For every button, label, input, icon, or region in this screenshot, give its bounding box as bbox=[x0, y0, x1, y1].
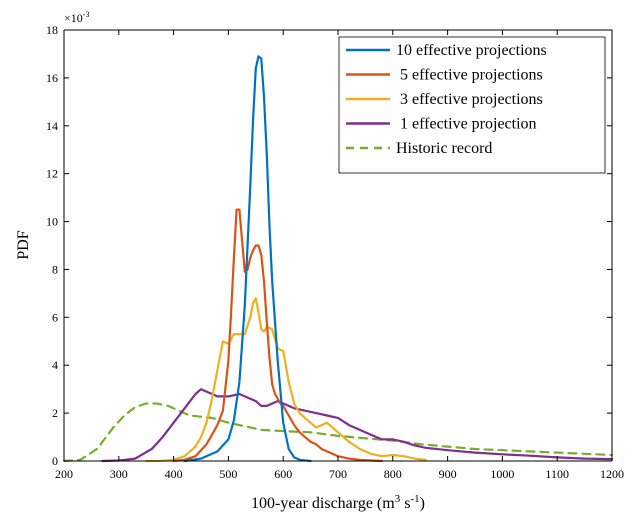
y-tick-label: 8 bbox=[52, 262, 58, 276]
legend-box bbox=[338, 36, 606, 174]
series-layer bbox=[62, 55, 614, 463]
x-tick-label: 1200 bbox=[600, 467, 624, 481]
y-tick-label: 18 bbox=[46, 23, 58, 37]
legend-label-1: 10 effective projections bbox=[396, 42, 547, 59]
x-axis-label-sup2: -1 bbox=[410, 493, 419, 505]
x-axis-label-end: ) bbox=[420, 495, 425, 512]
x-axis-label: 100-year discharge (m3 s-1) bbox=[251, 493, 425, 512]
x-axis-label-sup1: 3 bbox=[395, 493, 401, 505]
x-axis-label-main: 100-year discharge (m bbox=[251, 495, 395, 512]
series-line-2 bbox=[172, 208, 383, 463]
x-tick-label: 800 bbox=[384, 467, 402, 481]
y-tick-label: 4 bbox=[52, 358, 58, 372]
legend: 10 effective projections 5 effective pro… bbox=[338, 36, 606, 174]
x-tick-label: 900 bbox=[439, 467, 457, 481]
ticks-layer: 200 300 400 500 600 700 800 900 1000 1100 1200 0 2 4 6… bbox=[46, 23, 624, 481]
x-tick-label: 200 bbox=[55, 467, 73, 481]
x-tick-label: 300 bbox=[110, 467, 128, 481]
y-tick-label: 6 bbox=[52, 310, 58, 324]
x-tick-label: 1000 bbox=[490, 467, 514, 481]
legend-label-5: Historic record bbox=[396, 140, 492, 157]
y-multiplier: ×10-3 bbox=[64, 10, 89, 25]
legend-label-2: 5 effective projections bbox=[396, 67, 543, 84]
x-tick-label: 400 bbox=[165, 467, 183, 481]
y-tick-label: 10 bbox=[46, 215, 58, 229]
y-tick-label: 12 bbox=[46, 167, 58, 181]
legend-label-3: 3 effective projections bbox=[396, 91, 543, 108]
series-line-4 bbox=[101, 388, 614, 463]
series-line-3 bbox=[145, 297, 427, 463]
series-line-1 bbox=[183, 55, 312, 463]
legend-label-4: 1 effective projection bbox=[396, 116, 537, 133]
x-tick-label: 600 bbox=[274, 467, 292, 481]
y-tick-label: 2 bbox=[52, 406, 58, 420]
x-axis-label-mid: s bbox=[400, 495, 410, 512]
x-tick-label: 500 bbox=[219, 467, 237, 481]
y-tick-label: 0 bbox=[52, 454, 58, 468]
y-axis-label: PDF bbox=[15, 230, 32, 259]
x-tick-label: 700 bbox=[329, 467, 347, 481]
y-tick-label: 16 bbox=[46, 71, 58, 85]
y-multiplier-exp: -3 bbox=[83, 10, 90, 19]
y-multiplier-base: ×10 bbox=[64, 11, 83, 25]
x-tick-label: 1100 bbox=[545, 467, 569, 481]
series-line-5 bbox=[62, 402, 614, 463]
y-tick-label: 14 bbox=[46, 119, 58, 133]
